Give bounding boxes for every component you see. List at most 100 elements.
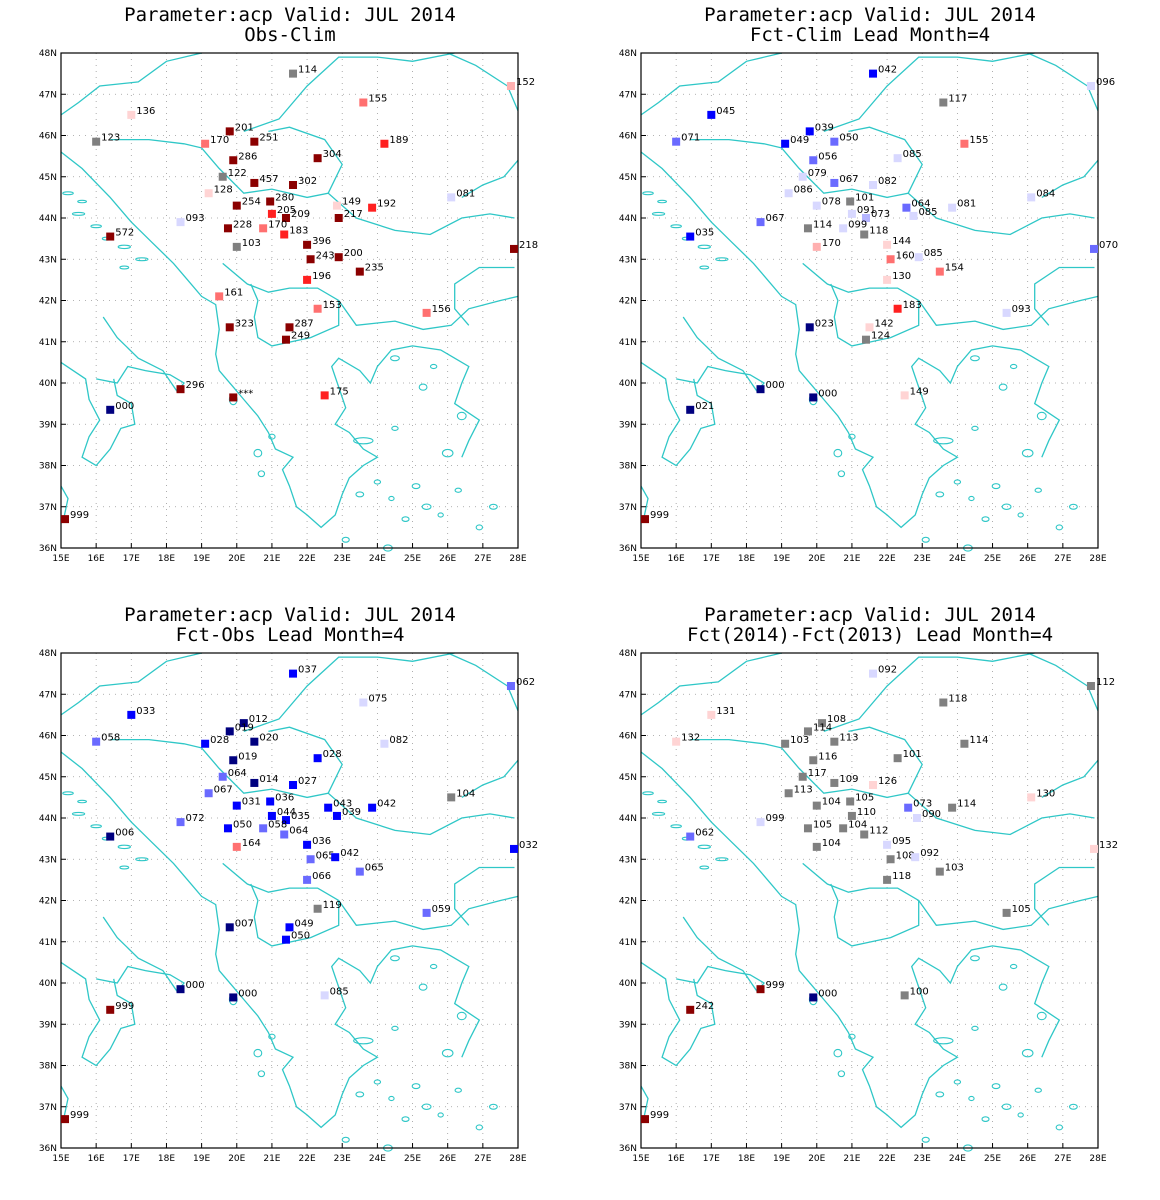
station-value-label: 118 [869,226,888,237]
island [456,411,467,421]
station-marker [846,797,855,806]
station-marker [861,214,870,222]
station-value-label: 144 [892,236,911,247]
station-marker [886,855,895,864]
coastline [823,652,1035,733]
station-value-label: 000 [186,980,205,991]
station-value-label: 062 [516,677,535,688]
coastline [243,652,455,733]
coastline [60,52,202,116]
island [697,844,711,850]
station-value-label: 999 [70,510,89,521]
station-marker [106,1005,115,1014]
station-value-label: 085 [330,986,349,997]
y-tick-label: 42N [39,897,57,907]
y-tick-label: 46N [619,132,637,142]
x-tick-label: 28E [509,1154,526,1164]
x-tick-label: 22E [299,554,316,564]
station-marker [106,832,115,841]
station-marker [281,935,290,944]
station-marker [280,830,289,839]
axis-ticks: 15E 16E 17E 18E 19E 20E 21E 22E 23E 24E 25E 26E 27E 2… [619,649,1107,1164]
station-marker [229,756,238,765]
island [454,1087,462,1093]
x-tick-label: 27E [1054,554,1071,564]
station-value-label: 130 [1036,788,1055,799]
station-value-label: 085 [918,207,937,218]
x-tick-label: 24E [369,1154,386,1164]
station-marker [1027,193,1036,202]
x-tick-label: 25E [984,1154,1001,1164]
coastline [640,151,1061,529]
station-marker [812,242,821,251]
island [454,487,462,493]
island [437,512,444,518]
station-value-label: 218 [519,240,538,251]
island [1036,1011,1047,1021]
station-marker [904,803,913,812]
y-tick-label: 36N [619,544,637,554]
station-value-label: 164 [242,838,261,849]
island [373,479,382,485]
map-panel-fct-diff: Parameter:acp Valid: JUL 2014 Fct(2014)-… [580,600,1160,1200]
station-marker [229,393,238,402]
station-marker [324,803,333,812]
island [837,470,846,478]
station-value-label: 093 [1012,304,1031,315]
x-tick-label: 15E [52,1154,69,1164]
station-value-label: 999 [115,1001,134,1012]
station-marker [320,991,329,1000]
x-tick-label: 17E [703,1154,720,1164]
x-tick-label: 23E [914,554,931,564]
island [253,1048,263,1058]
y-tick-label: 47N [619,90,637,100]
station-value-label: 104 [848,819,867,830]
island [1036,411,1047,421]
station-marker [447,793,456,802]
station-value-label: 149 [342,197,361,208]
panel-title-line1: Parameter:acp Valid: JUL 2014 [124,604,456,626]
station-value-label: 078 [822,197,841,208]
station-value-label: *** [238,388,253,399]
island [998,983,1008,991]
island [651,811,666,816]
station-marker [225,127,234,136]
station-marker [229,156,238,165]
coastline [802,262,920,347]
station-value-label: 396 [312,236,331,247]
station-value-label: 071 [681,133,700,144]
x-tick-label: 19E [193,1154,210,1164]
station-value-label: 122 [228,168,247,179]
station-marker [266,197,275,206]
station-marker [900,391,909,400]
island [833,448,843,458]
station-value-label: 126 [878,776,897,787]
island [933,437,954,445]
island [71,211,86,216]
x-tick-label: 26E [1019,1154,1036,1164]
coastline [690,738,1095,836]
station-value-label: 108 [827,714,846,725]
island [991,483,1001,490]
station-value-label: 050 [291,931,310,942]
station-value-label: 304 [323,149,342,160]
island [388,1095,395,1102]
coastline [690,138,1095,236]
y-tick-label: 41N [619,338,637,348]
station-value-label: 096 [1096,77,1115,88]
station-marker [812,801,821,810]
coastline [640,361,716,467]
station-value-label: 112 [1096,677,1115,688]
x-tick-label: 26E [1019,554,1036,564]
station-marker [803,727,812,736]
station-marker [303,840,312,849]
station-value-label: 118 [892,871,911,882]
island [981,1116,990,1122]
y-tick-label: 37N [619,503,637,513]
panel-title-line1: Parameter:acp Valid: JUL 2014 [704,604,1036,626]
station-value-label: 189 [389,135,408,146]
station-value-label: 160 [896,250,915,261]
station-marker [289,69,298,78]
x-tick-label: 17E [123,1154,140,1164]
